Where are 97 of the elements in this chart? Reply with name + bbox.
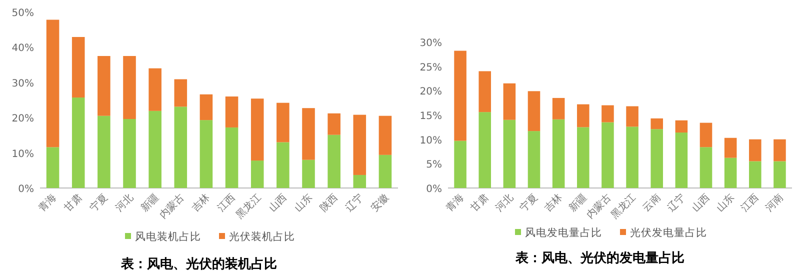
bar <box>724 158 737 188</box>
x-tick-label: 青海 <box>444 192 466 214</box>
x-tick-label: 江西 <box>738 192 762 214</box>
bar <box>174 106 188 188</box>
bar <box>200 94 213 120</box>
bar <box>72 36 85 98</box>
bar <box>749 139 762 162</box>
bar <box>276 142 290 188</box>
bar <box>454 50 466 141</box>
x-tick-label: 山西 <box>266 192 290 214</box>
bar <box>328 134 340 188</box>
bar <box>46 20 60 148</box>
y-tick-label: 10% <box>12 148 34 160</box>
bar <box>123 119 136 188</box>
bar <box>98 116 110 188</box>
bar <box>503 83 516 120</box>
bar <box>98 56 110 116</box>
legend-label: 风电装机占比 <box>135 230 201 243</box>
x-tick-label: 吉林 <box>190 192 212 214</box>
y-tick-label: 15% <box>420 111 442 122</box>
bar <box>276 102 290 142</box>
y-tick-label: 5% <box>426 160 442 171</box>
bar <box>148 110 162 188</box>
bar <box>650 118 663 130</box>
bar <box>174 79 188 107</box>
bar <box>528 131 540 188</box>
bar <box>72 98 85 188</box>
bar <box>353 114 366 175</box>
bar <box>225 96 238 128</box>
legend-label: 光伏发电量占比 <box>630 226 707 239</box>
bar <box>774 161 786 188</box>
bar <box>225 127 238 188</box>
bar <box>478 112 491 188</box>
bar <box>454 140 466 188</box>
x-tick-label: 河北 <box>112 192 136 214</box>
y-tick-label: 30% <box>420 38 442 49</box>
x-tick-label: 山东 <box>714 192 737 214</box>
bar <box>675 132 688 188</box>
bar <box>602 105 614 122</box>
bar <box>250 98 264 161</box>
bar <box>328 113 340 135</box>
x-tick-label: 青海 <box>36 192 59 214</box>
legend-label: 光伏装机占比 <box>229 230 295 243</box>
x-tick-label: 辽宁 <box>664 192 688 214</box>
bar <box>577 104 590 128</box>
x-tick-label: 黑龙江 <box>234 192 264 222</box>
y-tick-label: 20% <box>12 114 34 125</box>
x-tick-label: 安徽 <box>368 192 392 214</box>
bar <box>478 71 491 112</box>
x-tick-label: 河南 <box>763 192 786 214</box>
y-tick-label: 50% <box>12 8 34 19</box>
text: 表：风电、光伏的装机占比 <box>120 257 277 272</box>
bar <box>200 120 213 188</box>
x-tick-label: 山西 <box>689 192 712 214</box>
bar <box>302 108 315 160</box>
bar <box>552 119 565 188</box>
x-tick-label: 宁夏 <box>517 192 540 214</box>
bar <box>577 127 590 188</box>
bar <box>774 139 786 162</box>
bar <box>626 126 638 188</box>
bar <box>250 160 264 188</box>
bar <box>724 138 737 158</box>
bar <box>378 116 392 155</box>
x-tick-label: 河北 <box>492 192 516 214</box>
x-tick-label: 甘肃 <box>468 192 491 214</box>
y-tick-label: 30% <box>12 78 34 90</box>
y-tick-label: 25% <box>420 62 442 74</box>
y-tick-label: 10% <box>420 135 442 146</box>
y-tick-label: 20% <box>420 86 442 98</box>
bar <box>700 122 712 148</box>
bar <box>123 56 136 120</box>
bar <box>675 120 688 133</box>
y-tick-label: 40% <box>12 43 34 54</box>
y-tick-label: 0% <box>426 184 442 195</box>
y-tick-label: 0% <box>18 184 34 195</box>
bar <box>302 160 315 188</box>
x-tick-label: 吉林 <box>542 192 565 214</box>
bar <box>378 154 392 188</box>
bar <box>503 120 516 188</box>
bar <box>700 147 712 188</box>
bar <box>148 68 162 111</box>
x-tick-label: 辽宁 <box>343 192 366 214</box>
bar <box>46 147 60 188</box>
bar <box>749 161 762 188</box>
bar <box>602 122 614 188</box>
x-tick-label: 宁夏 <box>87 192 110 214</box>
x-tick-label: 山东 <box>292 192 315 214</box>
x-tick-label: 甘肃 <box>62 192 84 214</box>
x-tick-label: 陕西 <box>318 192 340 214</box>
bar <box>552 98 565 120</box>
bar <box>528 91 540 132</box>
bar <box>650 129 663 188</box>
text: 表：风电、光伏的发电量占比 <box>514 251 684 266</box>
bar <box>353 174 366 188</box>
x-tick-label: 云南 <box>640 192 663 214</box>
bar <box>626 106 638 127</box>
legend-label: 风电发电量占比 <box>525 226 602 239</box>
